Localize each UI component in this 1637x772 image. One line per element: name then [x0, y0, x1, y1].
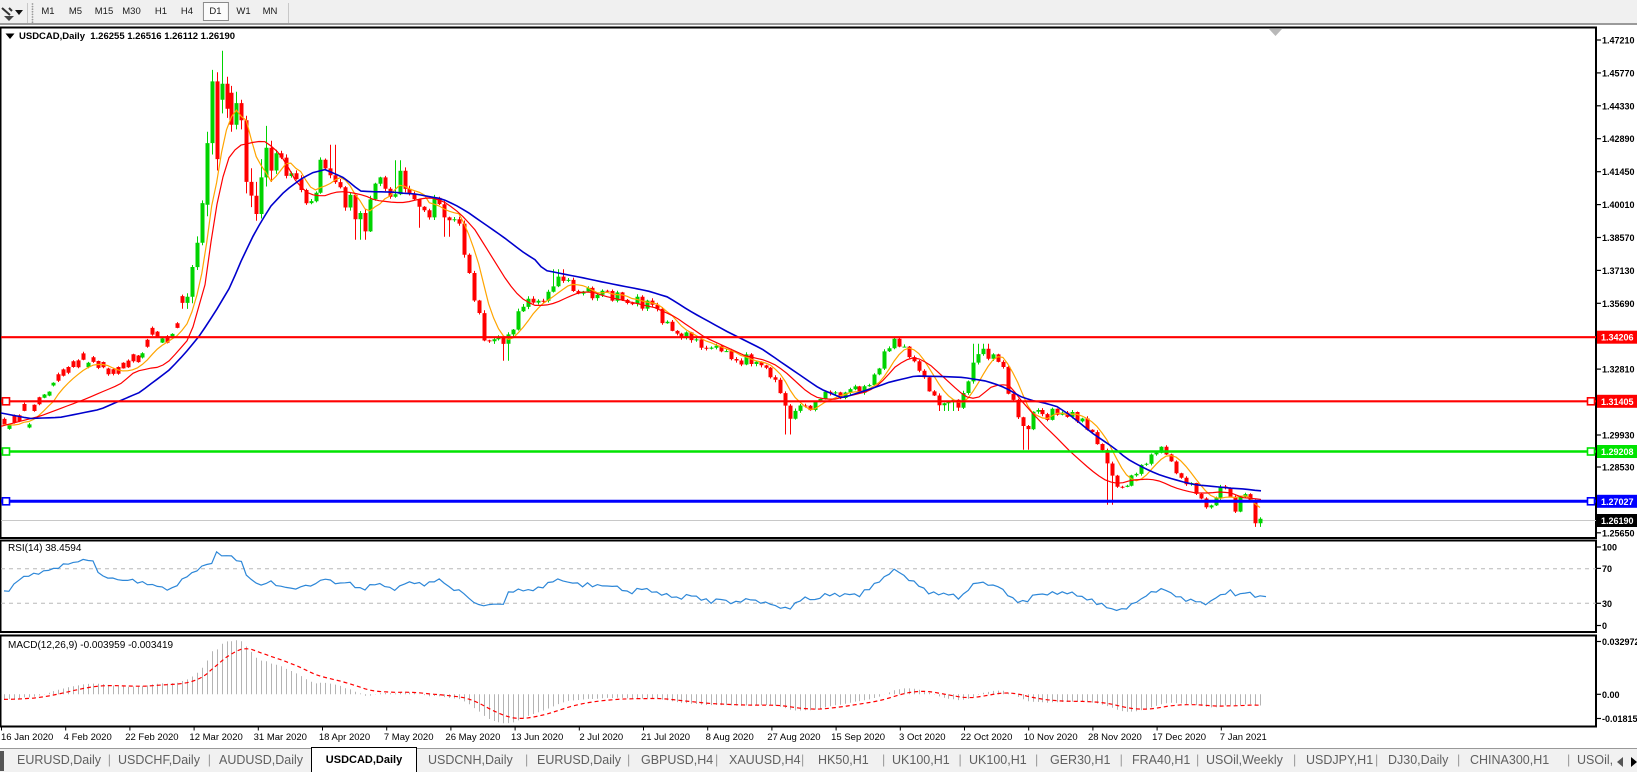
- svg-text:22 Oct 2020: 22 Oct 2020: [961, 732, 1013, 743]
- svg-text:1.25650: 1.25650: [1602, 528, 1635, 538]
- svg-text:0.032972: 0.032972: [1602, 637, 1637, 647]
- svg-text:0.00: 0.00: [1602, 690, 1620, 700]
- svg-text:1.31405: 1.31405: [1601, 397, 1634, 407]
- svg-text:100: 100: [1602, 543, 1617, 553]
- svg-text:3 Oct 2020: 3 Oct 2020: [899, 732, 945, 743]
- svg-text:0: 0: [1602, 621, 1607, 631]
- svg-text:7 May 2020: 7 May 2020: [384, 732, 434, 743]
- svg-text:1.45770: 1.45770: [1602, 68, 1635, 78]
- svg-text:RSI(14) 38.4594: RSI(14) 38.4594: [8, 543, 82, 554]
- svg-text:15 Sep 2020: 15 Sep 2020: [831, 732, 885, 743]
- svg-text:1.27027: 1.27027: [1601, 497, 1634, 507]
- svg-text:1.34206: 1.34206: [1601, 333, 1634, 343]
- svg-text:10 Nov 2020: 10 Nov 2020: [1024, 732, 1078, 743]
- svg-text:30: 30: [1602, 599, 1612, 609]
- svg-text:USDCAD,Daily 1.26255 1.26516: USDCAD,Daily 1.26255 1.26516 1.26112 1.2…: [19, 31, 235, 42]
- svg-text:18 Apr 2020: 18 Apr 2020: [319, 732, 370, 743]
- svg-text:21 Jul 2020: 21 Jul 2020: [641, 732, 690, 743]
- svg-text:70: 70: [1602, 564, 1612, 574]
- svg-text:1.26190: 1.26190: [1601, 516, 1634, 526]
- svg-text:1.29208: 1.29208: [1601, 447, 1634, 457]
- svg-text:1.38570: 1.38570: [1602, 233, 1635, 243]
- svg-text:27 Aug 2020: 27 Aug 2020: [767, 732, 820, 743]
- svg-text:4 Feb 2020: 4 Feb 2020: [64, 732, 112, 743]
- svg-text:22 Feb 2020: 22 Feb 2020: [125, 732, 178, 743]
- svg-text:17 Dec 2020: 17 Dec 2020: [1152, 732, 1206, 743]
- svg-text:31 Mar 2020: 31 Mar 2020: [254, 732, 307, 743]
- svg-text:7 Jan 2021: 7 Jan 2021: [1220, 732, 1267, 743]
- svg-text:8 Aug 2020: 8 Aug 2020: [706, 732, 754, 743]
- svg-text:1.29930: 1.29930: [1602, 431, 1635, 441]
- svg-text:1.41450: 1.41450: [1602, 167, 1635, 177]
- svg-text:1.44330: 1.44330: [1602, 101, 1635, 111]
- svg-text:16 Jan 2020: 16 Jan 2020: [1, 732, 53, 743]
- svg-text:MACD(12,26,9) -0.003959 -0.003: MACD(12,26,9) -0.003959 -0.003419: [8, 640, 174, 651]
- svg-text:1.42890: 1.42890: [1602, 134, 1635, 144]
- svg-text:26 May 2020: 26 May 2020: [445, 732, 500, 743]
- svg-text:2 Jul 2020: 2 Jul 2020: [579, 732, 623, 743]
- svg-text:12 Mar 2020: 12 Mar 2020: [189, 732, 242, 743]
- svg-text:1.40010: 1.40010: [1602, 200, 1635, 210]
- svg-text:1.47210: 1.47210: [1602, 36, 1635, 46]
- svg-text:1.32810: 1.32810: [1602, 365, 1635, 375]
- svg-text:13 Jun 2020: 13 Jun 2020: [511, 732, 563, 743]
- svg-text:1.35690: 1.35690: [1602, 299, 1635, 309]
- svg-text:28 Nov 2020: 28 Nov 2020: [1088, 732, 1142, 743]
- svg-text:1.28530: 1.28530: [1602, 463, 1635, 473]
- svg-text:-0.018154: -0.018154: [1602, 714, 1637, 724]
- svg-text:1.37130: 1.37130: [1602, 266, 1635, 276]
